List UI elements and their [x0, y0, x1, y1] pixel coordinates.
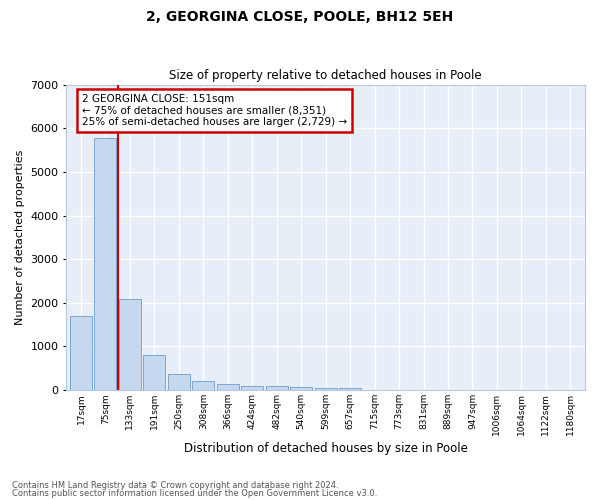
Bar	[266, 386, 288, 390]
Text: 2, GEORGINA CLOSE, POOLE, BH12 5EH: 2, GEORGINA CLOSE, POOLE, BH12 5EH	[146, 10, 454, 24]
Text: Contains public sector information licensed under the Open Government Licence v3: Contains public sector information licen…	[12, 489, 377, 498]
Title: Size of property relative to detached houses in Poole: Size of property relative to detached ho…	[169, 69, 482, 82]
Bar	[290, 386, 312, 390]
Bar	[193, 381, 214, 390]
Bar	[241, 386, 263, 390]
Bar	[143, 355, 166, 390]
Text: 2 GEORGINA CLOSE: 151sqm
← 75% of detached houses are smaller (8,351)
25% of sem: 2 GEORGINA CLOSE: 151sqm ← 75% of detach…	[82, 94, 347, 127]
Bar	[119, 300, 141, 390]
Bar	[168, 374, 190, 390]
Y-axis label: Number of detached properties: Number of detached properties	[15, 150, 25, 325]
Bar	[314, 388, 337, 390]
X-axis label: Distribution of detached houses by size in Poole: Distribution of detached houses by size …	[184, 442, 467, 455]
Bar	[70, 316, 92, 390]
Bar	[217, 384, 239, 390]
Text: Contains HM Land Registry data © Crown copyright and database right 2024.: Contains HM Land Registry data © Crown c…	[12, 480, 338, 490]
Bar	[339, 388, 361, 390]
Bar	[94, 138, 116, 390]
